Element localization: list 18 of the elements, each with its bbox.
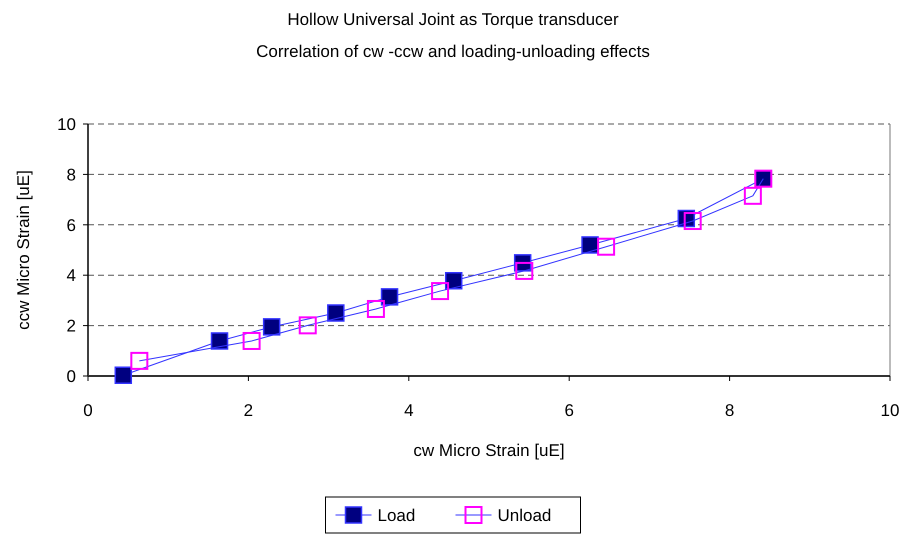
x-tick-label: 10 <box>880 401 900 420</box>
y-axis-title: ccw Micro Strain [uE] <box>14 170 33 330</box>
chart-subtitle: Correlation of cw -ccw and loading-unloading effects <box>256 42 650 61</box>
y-tick-label: 4 <box>66 266 76 286</box>
x-tick-label: 6 <box>564 401 574 420</box>
y-tick-label: 0 <box>66 366 76 386</box>
chart-title: Hollow Universal Joint as Torque transducer <box>287 10 620 29</box>
legend-label: Unload <box>498 506 552 525</box>
x-axis-title: cw Micro Strain [uE] <box>413 441 565 460</box>
y-tick-label: 6 <box>66 216 76 235</box>
x-tick-label: 2 <box>244 401 254 420</box>
x-tick-label: 8 <box>724 401 734 420</box>
x-tick-label: 0 <box>83 401 93 420</box>
legend-label: Load <box>378 506 416 525</box>
x-tick-label: 4 <box>404 401 414 420</box>
y-tick-label: 2 <box>66 316 76 336</box>
y-tick-label: 8 <box>66 165 76 184</box>
y-tick-label: 10 <box>57 114 76 134</box>
